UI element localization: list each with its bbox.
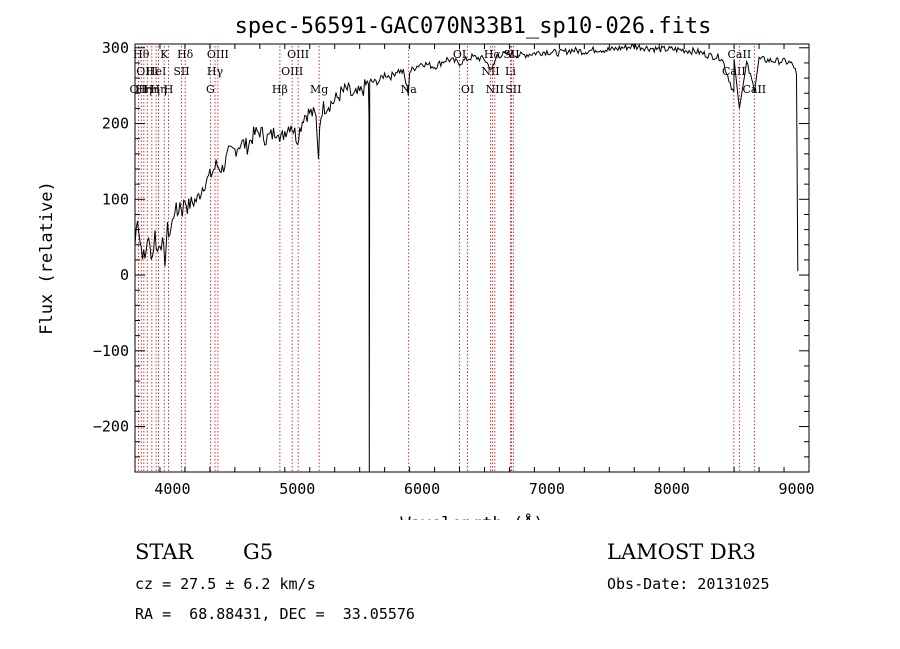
line-marker-label: OI [461, 83, 474, 96]
line-marker-label: H [164, 83, 174, 96]
line-markers: OIIHθHηOIIIHηHeIHηKHSIIHδGHγOIIIHβOIIIOI… [130, 46, 766, 472]
class-label: STAR [135, 540, 194, 564]
survey-label: LAMOST DR3 [607, 540, 756, 564]
x-tick-label: 7000 [529, 480, 565, 498]
y-tick-label: −200 [93, 418, 129, 436]
x-axis: 4000 5000 6000 7000 8000 9000 [134, 44, 815, 498]
x-tick-label: 6000 [404, 480, 440, 498]
chart-title: spec-56591-GAC070N33B1_sp10-026.fits [235, 14, 712, 39]
x-tick-label: 8000 [654, 480, 690, 498]
spectrum-chart: spec-56591-GAC070N33B1_sp10-026.fits OII… [37, 14, 815, 520]
line-marker-label: OIII [281, 65, 303, 78]
subclass-label: G5 [243, 540, 274, 564]
line-marker-label: NII [481, 65, 499, 78]
line-marker-label: G [206, 83, 215, 96]
line-marker-label: K [160, 48, 169, 61]
spectrum-line [134, 43, 799, 473]
y-tick-label: −100 [93, 342, 129, 360]
line-marker-label: OIII [207, 48, 229, 61]
y-axis-label: Flux (relative) [37, 181, 57, 335]
obs-date-text: Obs-Date: 20131025 [607, 575, 770, 593]
line-marker-label: Mg [310, 83, 328, 96]
line-marker-label: OI [453, 48, 466, 61]
line-marker-label: Hθ [133, 48, 150, 61]
y-tick-label: 200 [102, 115, 129, 133]
line-marker-label: OIII [136, 65, 158, 78]
coordinates-text: RA = 68.88431, DEC = 33.05576 [135, 605, 415, 623]
line-marker-label: SII [505, 83, 521, 96]
line-marker-label: SII [173, 65, 189, 78]
redshift-text: cz = 27.5 ± 6.2 km/s [135, 575, 316, 593]
line-marker-label: NII [486, 83, 504, 96]
x-tick-label: 9000 [778, 480, 814, 498]
x-tick-label: 4000 [154, 480, 190, 498]
spectrum-series [134, 43, 799, 473]
y-tick-label: 100 [102, 190, 129, 208]
y-tick-label: 300 [102, 39, 129, 57]
y-tick-label: 0 [120, 266, 129, 284]
line-marker-label: Hβ [272, 83, 288, 96]
line-marker-label: CaII [728, 48, 752, 61]
line-marker-label: OIII [287, 48, 309, 61]
line-marker-label: Hγ [207, 65, 224, 78]
y-axis: −200 −100 0 100 200 300 [93, 39, 809, 473]
line-marker-label: HeI [146, 65, 166, 78]
line-marker-label: Hα [484, 48, 502, 61]
plot-frame [134, 43, 810, 473]
x-tick-label: 5000 [279, 480, 315, 498]
line-marker-label: Li [505, 65, 516, 78]
x-axis-label: Wavelength (Å) [400, 512, 543, 520]
line-marker-label: OII [130, 83, 148, 96]
line-marker-label: Hδ [177, 48, 194, 61]
line-marker-label: Hη [150, 83, 166, 96]
